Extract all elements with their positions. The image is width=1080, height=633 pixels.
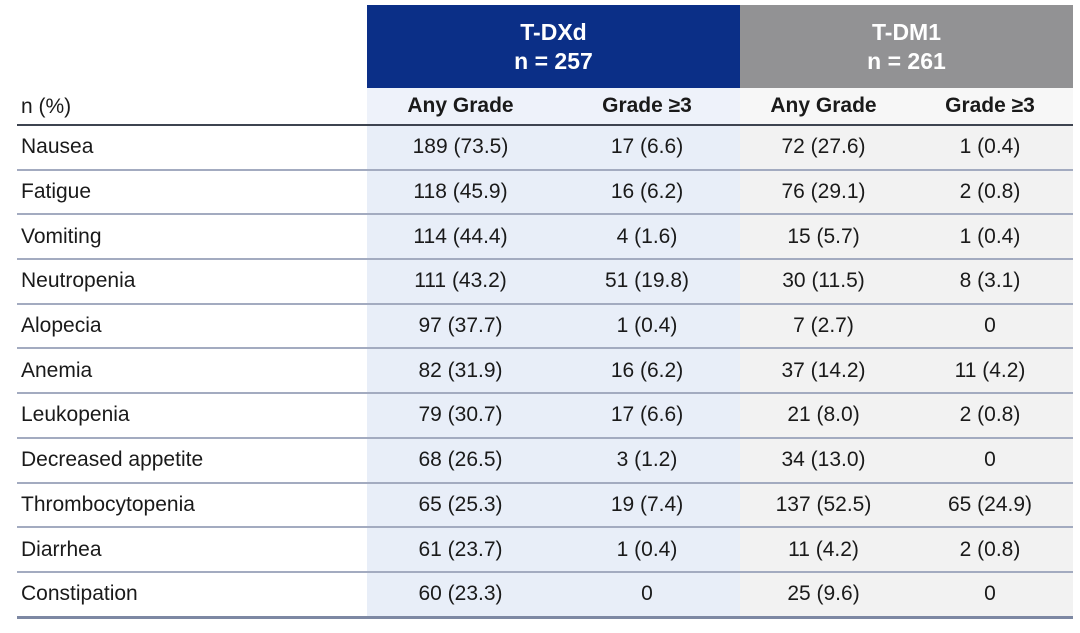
table-row: Neutropenia 111 (43.2) 51 (19.8) 30 (11.5) 8…	[17, 260, 1073, 305]
table-row: Fatigue 118 (45.9) 16 (6.2) 76 (29.1) 2 (0.8…	[17, 170, 1073, 216]
cell-value: 65 (24.9)	[907, 483, 1073, 527]
table-row: Constipation 60 (23.3) 0 25 (9.6) 0	[17, 572, 1073, 619]
cell-value: 8 (3.1)	[907, 260, 1073, 303]
row-label: Decreased appetite	[17, 438, 367, 482]
cell-value: 189 (73.5)	[367, 126, 554, 169]
cell-value: 25 (9.6)	[740, 572, 907, 616]
cell-value: 17 (6.6)	[554, 126, 740, 169]
row-label: Thrombocytopenia	[17, 483, 367, 527]
cell-value: 34 (13.0)	[740, 438, 907, 482]
row-label: Vomiting	[17, 215, 367, 259]
row-label: Nausea	[17, 126, 367, 169]
cell-value: 11 (4.2)	[740, 528, 907, 571]
cell-value: 3 (1.2)	[554, 438, 740, 482]
column-header-tdm1-grade3: Grade ≥3	[907, 88, 1073, 124]
cell-value: 17 (6.6)	[554, 394, 740, 437]
cell-value: 16 (6.2)	[554, 349, 740, 393]
table-row: Diarrhea 61 (23.7) 1 (0.4) 11 (4.2) 2 (0.8)	[17, 528, 1073, 573]
cell-value: 2 (0.8)	[907, 170, 1073, 214]
cell-value: 114 (44.4)	[367, 215, 554, 259]
row-label: Diarrhea	[17, 528, 367, 571]
table-row: Leukopenia 79 (30.7) 17 (6.6) 21 (8.0) 2 (0.…	[17, 394, 1073, 439]
group-header-row: T-DXd n = 257 T-DM1 n = 261	[17, 5, 1073, 88]
table-row: Anemia 82 (31.9) 16 (6.2) 37 (14.2) 11 (4.2)	[17, 349, 1073, 395]
row-label: Leukopenia	[17, 394, 367, 437]
table-row: Alopecia 97 (37.7) 1 (0.4) 7 (2.7) 0	[17, 304, 1073, 350]
column-header-tdxd-any-grade: Any Grade	[367, 88, 554, 124]
column-header-tdm1-any-grade: Any Grade	[740, 88, 907, 124]
cell-value: 0	[907, 438, 1073, 482]
group-header-tdxd: T-DXd n = 257	[367, 5, 740, 88]
cell-value: 118 (45.9)	[367, 170, 554, 214]
column-header-row: n (%) Any Grade Grade ≥3 Any Grade Grade…	[17, 88, 1073, 126]
cell-value: 0	[554, 572, 740, 616]
cell-value: 82 (31.9)	[367, 349, 554, 393]
row-label: Constipation	[17, 572, 367, 616]
group-name-tdxd: T-DXd	[520, 18, 587, 45]
cell-value: 30 (11.5)	[740, 260, 907, 303]
cell-value: 1 (0.4)	[554, 528, 740, 571]
cell-value: 79 (30.7)	[367, 394, 554, 437]
cell-value: 2 (0.8)	[907, 394, 1073, 437]
cell-value: 61 (23.7)	[367, 528, 554, 571]
table-row: Nausea 189 (73.5) 17 (6.6) 72 (27.6) 1 (0.4)	[17, 126, 1073, 171]
table-body: Nausea 189 (73.5) 17 (6.6) 72 (27.6) 1 (0.4)…	[17, 126, 1073, 619]
group-n-tdm1: n = 261	[867, 47, 946, 74]
cell-value: 1 (0.4)	[554, 304, 740, 348]
group-name-tdm1: T-DM1	[872, 18, 941, 45]
cell-value: 111 (43.2)	[367, 260, 554, 303]
row-label: Alopecia	[17, 304, 367, 348]
cell-value: 68 (26.5)	[367, 438, 554, 482]
table-row: Thrombocytopenia 65 (25.3) 19 (7.4) 137 (52…	[17, 483, 1073, 529]
table-row: Vomiting 114 (44.4) 4 (1.6) 15 (5.7) 1 (0.4)	[17, 215, 1073, 261]
cell-value: 2 (0.8)	[907, 528, 1073, 571]
cell-value: 1 (0.4)	[907, 126, 1073, 169]
cell-value: 0	[907, 572, 1073, 616]
table-row: Decreased appetite 68 (26.5) 3 (1.2) 34 (13…	[17, 438, 1073, 484]
group-header-tdm1: T-DM1 n = 261	[740, 5, 1073, 88]
cell-value: 65 (25.3)	[367, 483, 554, 527]
cell-value: 51 (19.8)	[554, 260, 740, 303]
cell-value: 4 (1.6)	[554, 215, 740, 259]
cell-value: 76 (29.1)	[740, 170, 907, 214]
column-header-tdxd-grade3: Grade ≥3	[554, 88, 740, 124]
cell-value: 19 (7.4)	[554, 483, 740, 527]
adverse-events-table: T-DXd n = 257 T-DM1 n = 261 n (%) Any Gr…	[17, 5, 1073, 619]
row-label: Neutropenia	[17, 260, 367, 303]
cell-value: 15 (5.7)	[740, 215, 907, 259]
group-n-tdxd: n = 257	[514, 47, 593, 74]
corner-label: n (%)	[17, 88, 367, 124]
cell-value: 137 (52.5)	[740, 483, 907, 527]
cell-value: 7 (2.7)	[740, 304, 907, 348]
cell-value: 16 (6.2)	[554, 170, 740, 214]
row-label: Fatigue	[17, 170, 367, 214]
corner-spacer	[17, 5, 367, 88]
cell-value: 0	[907, 304, 1073, 348]
cell-value: 1 (0.4)	[907, 215, 1073, 259]
cell-value: 21 (8.0)	[740, 394, 907, 437]
cell-value: 72 (27.6)	[740, 126, 907, 169]
cell-value: 11 (4.2)	[907, 349, 1073, 393]
cell-value: 60 (23.3)	[367, 572, 554, 616]
cell-value: 37 (14.2)	[740, 349, 907, 393]
cell-value: 97 (37.7)	[367, 304, 554, 348]
row-label: Anemia	[17, 349, 367, 393]
